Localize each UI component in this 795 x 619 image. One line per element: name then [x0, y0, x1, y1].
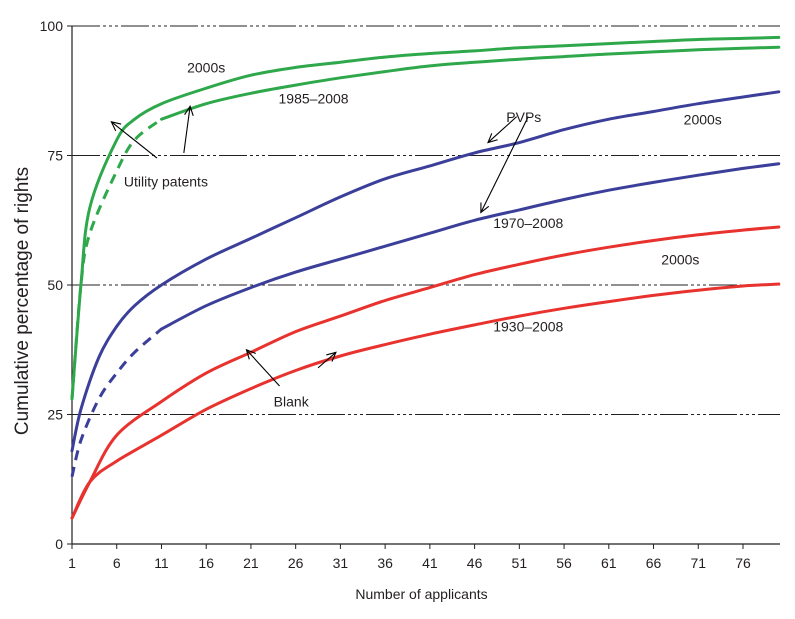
arrow-blank	[317, 351, 337, 369]
arrow-head	[245, 348, 256, 360]
arrow-shaft	[111, 121, 158, 159]
x-tick-label: 46	[467, 555, 483, 571]
x-ticks: 1 6 11 16 21 26 31 36 41 46 51 56 61 66 71 76	[68, 544, 751, 571]
y-tick-label: 0	[55, 536, 63, 552]
series-line	[160, 162, 781, 331]
annotation-util-1985: 1985–2008	[279, 91, 349, 107]
x-tick-label: 1	[68, 555, 76, 571]
annotation-pvp-2000s: 2000s	[684, 111, 722, 127]
x-tick-label: 21	[243, 555, 259, 571]
arrow-shaft	[317, 351, 337, 369]
x-tick-label: 6	[113, 555, 121, 571]
x-tick-label: 16	[198, 555, 214, 571]
gridlines	[72, 25, 780, 415]
x-axis-title: Number of applicants	[355, 586, 487, 602]
x-tick-label: 56	[556, 555, 572, 571]
y-tick-label: 25	[47, 407, 63, 423]
annotation-util-2000s: 2000s	[187, 60, 225, 76]
series-line	[70, 282, 781, 520]
y-tick-label: 50	[47, 277, 63, 293]
series-line	[70, 35, 781, 401]
series-line	[70, 90, 781, 453]
x-tick-label: 51	[512, 555, 528, 571]
x-tick-label: 61	[601, 555, 617, 571]
series-pvps-19702008	[70, 162, 781, 478]
x-tick-label: 71	[690, 555, 706, 571]
arrow-head	[487, 133, 498, 144]
arrow-blank	[245, 348, 280, 387]
x-tick-label: 26	[288, 555, 304, 571]
arrow-utility-patents	[183, 105, 194, 153]
y-tick-label: 100	[40, 18, 64, 34]
arrow-shaft	[246, 349, 280, 387]
x-tick-label: 11	[154, 555, 169, 571]
x-tick-label: 41	[422, 555, 438, 571]
arrow-shaft	[487, 116, 518, 143]
y-axis-title: Cumulative percentage of rights	[12, 167, 33, 435]
series-line-dashed	[70, 327, 163, 478]
annotation-blank-group: Blank	[274, 394, 310, 410]
series-line	[70, 225, 781, 520]
annotation-blank-1930: 1930–2008	[493, 319, 563, 335]
annotation-arrows	[110, 105, 529, 387]
series-utility-patents-2000s	[70, 35, 781, 401]
annotation-util-group: Utility patents	[124, 174, 208, 190]
arrow-head	[480, 202, 490, 214]
x-tick-label: 31	[333, 555, 349, 571]
x-tick-label: 36	[377, 555, 393, 571]
series-blank-19302008	[70, 282, 781, 520]
annotation-blank-2000s: 2000s	[661, 251, 699, 267]
series-lines	[70, 35, 781, 520]
y-tick-label: 75	[47, 148, 63, 164]
series-blank-2000s	[70, 225, 781, 520]
arrow-head	[326, 351, 337, 362]
y-ticks: 0 25 50 75 100	[40, 18, 72, 552]
series-pvps-2000s	[70, 90, 781, 453]
x-tick-label: 66	[646, 555, 662, 571]
x-tick-label: 76	[735, 555, 751, 571]
series-line-dashed	[70, 117, 163, 400]
arrow-head	[110, 121, 122, 132]
arrow-head	[184, 105, 194, 116]
series-utility-patents-19852008	[70, 45, 781, 400]
arrow-shaft	[480, 116, 529, 213]
annotation-pvp-group: PVPs	[506, 109, 541, 125]
arrow-pvps	[487, 116, 518, 144]
series-line	[160, 45, 781, 121]
arrow-pvps	[480, 116, 529, 214]
arrow-utility-patents	[110, 121, 158, 159]
arrow-shaft	[183, 106, 191, 153]
annotation-pvp-1970: 1970–2008	[493, 215, 563, 231]
annotations: 2000s 1985–2008 Utility patents PVPs 2000s 19…	[124, 60, 722, 410]
